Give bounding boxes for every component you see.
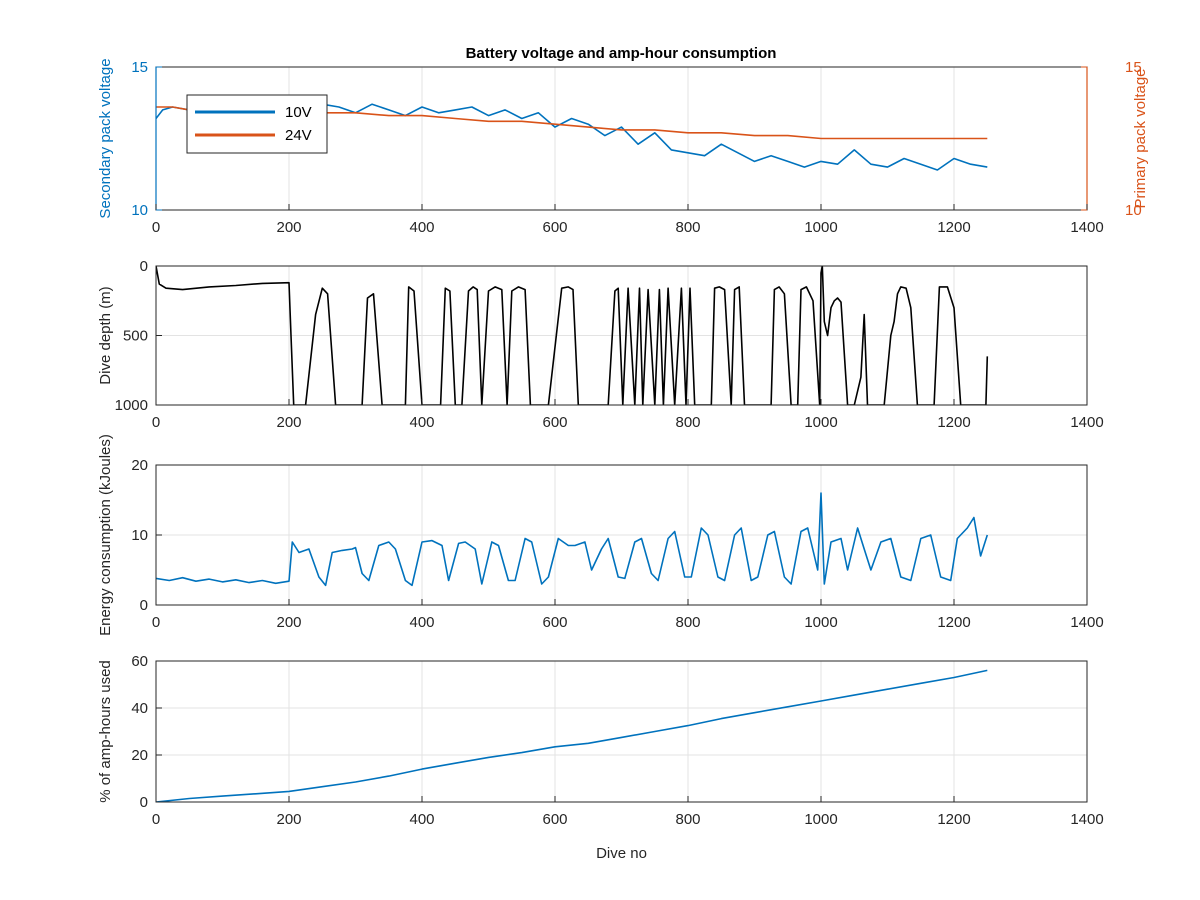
axes-background [156, 661, 1087, 802]
x-tick-label: 1000 [804, 414, 837, 431]
x-tick-label: 800 [675, 414, 700, 431]
legend-box [186, 94, 328, 154]
x-tick-label: 600 [542, 811, 567, 828]
x-tick-label: 600 [542, 219, 567, 236]
x-tick-label: 1400 [1070, 811, 1103, 828]
x-tick-label: 400 [409, 414, 434, 431]
x-tick-label: 1200 [937, 219, 970, 236]
x-tick-label: 0 [152, 414, 160, 431]
x-tick-label: 1000 [804, 614, 837, 631]
y-tick-label: 40 [131, 700, 148, 717]
y-axis-label: Energy consumption (kJoules) [97, 434, 114, 636]
y-right-tick-label: 15 [1125, 59, 1142, 76]
axes-frame [155, 660, 1088, 803]
y-tick-label: 0 [140, 258, 148, 275]
x-tick-label: 1000 [804, 219, 837, 236]
x-tick-label: 1400 [1070, 414, 1103, 431]
x-tick-label: 400 [409, 811, 434, 828]
y-tick-label: 20 [131, 747, 148, 764]
series-line-series-1 [156, 669, 988, 802]
x-tick-label: 200 [276, 811, 301, 828]
x-tick-label: 1200 [937, 811, 970, 828]
x-tick-label: 800 [675, 614, 700, 631]
legend-label-10v: 10V [285, 104, 312, 121]
y-axis-label: % of amp-hours used [97, 660, 114, 803]
chart-title: Battery voltage and amp-hour consumption [466, 45, 777, 62]
x-axis-label: Dive no [596, 845, 647, 862]
y-tick-label: 1000 [115, 397, 148, 414]
y-axis-label: Secondary pack voltage [97, 58, 114, 218]
x-tick-label: 1200 [937, 614, 970, 631]
x-tick-label: 0 [152, 614, 160, 631]
x-tick-label: 800 [675, 219, 700, 236]
series-line-series-1 [156, 266, 989, 405]
y-tick-label: 0 [140, 794, 148, 811]
y-tick-label: 0 [140, 597, 148, 614]
y-right-tick-label: 10 [1125, 202, 1142, 219]
y-axis-label: Dive depth (m) [97, 286, 114, 384]
x-tick-label: 1200 [937, 414, 970, 431]
y-tick-label: 500 [123, 328, 148, 345]
y-right-axis-label: Primary pack voltage [1132, 68, 1149, 208]
x-tick-label: 0 [152, 811, 160, 828]
y-tick-label: 20 [131, 457, 148, 474]
x-tick-label: 600 [542, 414, 567, 431]
y-tick-label: 15 [131, 59, 148, 76]
y-tick-label: 60 [131, 653, 148, 670]
legend-label-24v: 24V [285, 127, 312, 144]
x-tick-label: 1400 [1070, 614, 1103, 631]
series-line-series-1 [156, 492, 989, 587]
x-tick-label: 400 [409, 614, 434, 631]
x-tick-label: 1000 [804, 811, 837, 828]
x-tick-label: 600 [542, 614, 567, 631]
y-tick-label: 10 [131, 202, 148, 219]
x-tick-label: 1400 [1070, 219, 1103, 236]
y-tick-label: 10 [131, 527, 148, 544]
x-tick-label: 800 [675, 811, 700, 828]
subplot-4: 0 200 400 600 800 1000 1200 1400 0 20 40 60 % of amp… [97, 653, 1104, 862]
subplots: 0 200 400 600 800 1000 1200 140010151015Seconda… [97, 58, 1149, 862]
x-tick-label: 200 [276, 614, 301, 631]
subplot-3: 0 200 400 600 800 1000 1200 1400 0 10 20 Energy con… [97, 434, 1104, 636]
x-tick-label: 400 [409, 219, 434, 236]
subplot-1: 0 200 400 600 800 1000 1200 1400 10 15 10 15 Seconda… [97, 58, 1149, 236]
x-tick-label: 0 [152, 219, 160, 236]
x-tick-label: 200 [276, 414, 301, 431]
x-tick-label: 200 [276, 219, 301, 236]
